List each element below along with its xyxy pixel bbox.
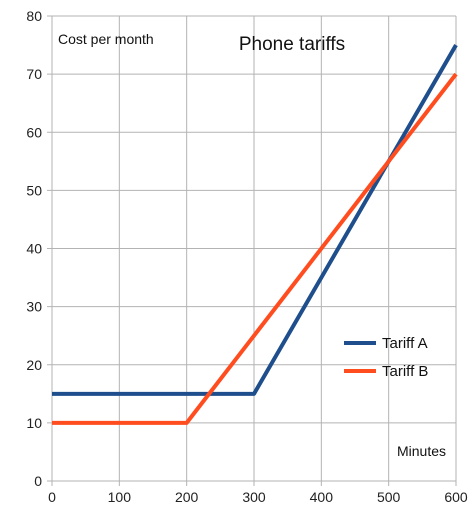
y-tick-label: 50	[26, 182, 42, 198]
legend: Tariff A Tariff B	[344, 335, 428, 380]
series-line-tariff-b	[52, 72, 458, 425]
x-axis-label: Minutes	[397, 443, 446, 459]
x-tick-label: 0	[48, 489, 56, 505]
y-tick-label: 40	[26, 241, 42, 257]
y-tick-label: 10	[26, 415, 42, 431]
legend-label-tariff-b: Tariff B	[382, 363, 428, 380]
y-tick-label: 70	[26, 66, 42, 82]
axes	[47, 15, 457, 486]
y-tick-label: 80	[26, 8, 42, 24]
x-tick-label: 300	[242, 489, 266, 505]
x-tick-label: 600	[444, 489, 468, 505]
y-tick-label: 30	[26, 299, 42, 315]
y-tick-label: 0	[34, 473, 42, 489]
y-axis-label: Cost per month	[58, 31, 154, 47]
legend-label-tariff-a: Tariff A	[382, 335, 428, 352]
y-tick-label: 20	[26, 357, 42, 373]
x-tick-label: 500	[377, 489, 401, 505]
x-tick-label: 400	[310, 489, 334, 505]
chart-title: Phone tariffs	[239, 34, 345, 55]
y-tick-label: 60	[26, 124, 42, 140]
x-tick-label: 200	[175, 489, 199, 505]
x-tick-label: 100	[108, 489, 132, 505]
tick-labels: 0 100 200 300 400 500 600 0 10 20 30 40 50 60 70 80	[26, 8, 467, 505]
series-lines	[52, 44, 458, 425]
grid	[51, 15, 457, 482]
